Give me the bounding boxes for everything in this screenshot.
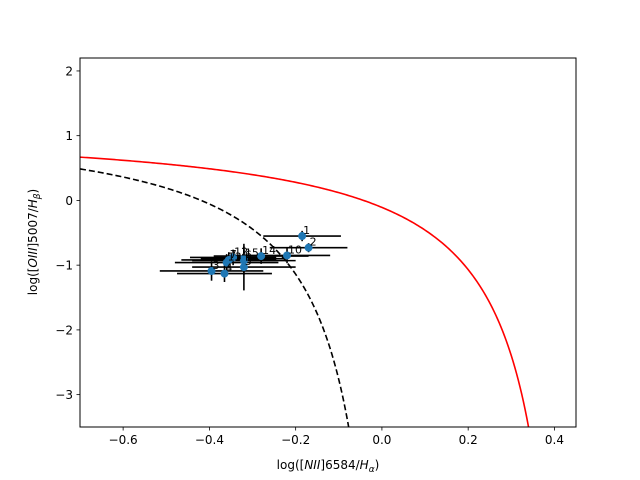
data-point	[239, 263, 248, 272]
x-tick-label: −0.6	[109, 433, 138, 447]
point-label: 13	[228, 251, 242, 264]
point-label: 5	[245, 255, 252, 268]
y-tick-label: −3	[55, 388, 73, 402]
point-label: 1	[303, 224, 310, 237]
x-tick-label: 0.2	[459, 433, 478, 447]
y-tick-label: 0	[65, 194, 73, 208]
data-point	[207, 266, 216, 275]
x-tick-label: 0.4	[545, 433, 564, 447]
x-tick-label: −0.2	[281, 433, 310, 447]
y-axis-label: log([OIII]5007/Hβ)	[26, 189, 43, 295]
data-point	[222, 258, 231, 267]
point-label: 7	[230, 248, 237, 261]
kauffmann03-curve	[80, 168, 350, 427]
data-point	[239, 254, 248, 263]
point-label: 3	[213, 259, 220, 272]
data-point	[283, 251, 292, 260]
plot-frame	[79, 57, 577, 428]
x-tick-label: 0.0	[372, 433, 391, 447]
demarcation-curves	[80, 156, 530, 427]
data-point	[304, 243, 313, 252]
point-label: 10	[288, 243, 302, 256]
kewley01-curve	[80, 156, 530, 427]
x-axis-label: log([NII]6584/Hα)	[277, 458, 380, 475]
data-point	[229, 253, 238, 262]
data-markers	[207, 232, 313, 278]
point-label: 12	[234, 245, 248, 258]
x-axis: −0.6 −0.4 −0.2 0.0 0.2 0.4	[109, 427, 564, 447]
data-point	[257, 252, 266, 261]
point-label: 15	[245, 247, 259, 260]
y-tick-label: 2	[65, 64, 73, 78]
point-label: 6	[245, 249, 252, 262]
x-tick-label: −0.4	[195, 433, 224, 447]
point-label: 14	[262, 244, 276, 257]
y-axis: −3 −2 −1 0 1 2	[55, 64, 80, 402]
data-point	[298, 232, 307, 241]
point-label: 2	[310, 236, 317, 249]
data-point	[220, 269, 229, 278]
y-tick-label: −2	[55, 323, 73, 337]
y-tick-label: 1	[65, 129, 73, 143]
point-label: 4	[225, 262, 232, 275]
y-tick-label: −1	[55, 259, 73, 273]
